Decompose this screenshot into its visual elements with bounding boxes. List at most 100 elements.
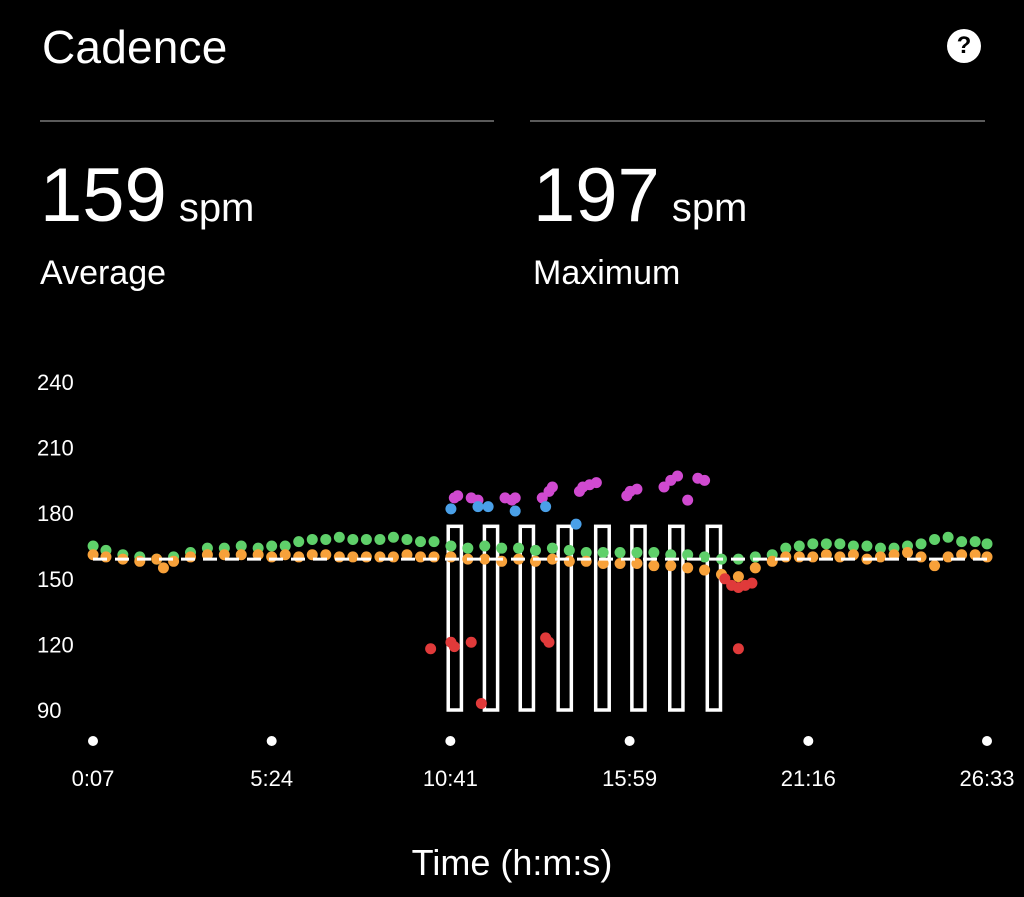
green-point [699,551,711,563]
orange-point [597,557,609,569]
orange-point [185,551,197,563]
green-point [266,540,278,552]
orange-point [333,551,345,563]
green-point [374,533,386,545]
orange-point [969,549,981,561]
green-point [861,540,873,552]
green-point [529,544,541,556]
x-tick-dot [266,736,277,746]
x-tick-label: 10:41 [423,766,478,791]
green-point [563,544,575,556]
blue-point [445,503,457,515]
orange-point [414,551,426,563]
green-point [942,531,954,543]
x-tick-label: 21:16 [781,766,836,791]
y-tick-label: 90 [37,698,61,723]
red-point [543,636,555,648]
purple-point [672,470,684,482]
green-point [428,536,440,548]
orange-point [749,562,761,574]
green-point [793,540,805,552]
orange-point [87,549,99,561]
orange-point [218,549,230,561]
orange-point [847,549,859,561]
orange-point [631,557,643,569]
green-point [333,531,345,543]
green-point [479,540,491,552]
orange-point [888,549,900,561]
blue-point [472,501,484,513]
green-point [235,540,247,552]
orange-point [151,553,163,565]
page-title: Cadence [42,21,228,73]
green-point [401,533,413,545]
green-point [834,538,846,550]
orange-point [981,551,993,563]
orange-point [360,551,372,563]
x-tick-dot [982,736,992,746]
purple-point [536,492,548,504]
red-point [732,643,744,655]
maximum-label: Maximum [533,254,681,292]
blue-point [570,518,582,530]
interval-bar [668,524,685,712]
green-point [847,540,859,552]
orange-point [134,555,146,567]
purple-point [546,481,558,493]
orange-point [252,549,264,561]
orange-point [874,551,886,563]
x-tick-label: 0:07 [72,766,115,791]
average-label: Average [40,254,167,292]
orange-point [580,555,592,567]
purple-point [658,481,670,493]
green-point [749,551,761,563]
purple-point [682,494,694,506]
red-point [425,643,437,655]
green-point [513,542,525,554]
blue-point [540,501,552,513]
y-tick-label: 120 [37,632,74,657]
orange-point [956,549,968,561]
orange-point [942,551,954,563]
y-tick-label: 240 [37,370,74,395]
green-point [306,533,318,545]
orange-point [834,551,846,563]
orange-point [915,551,927,563]
green-point [496,542,508,554]
orange-point [347,551,359,563]
maximum-unit: spm [671,186,748,230]
y-tick-label: 210 [37,436,74,461]
average-unit: spm [178,186,255,230]
orange-point [428,551,440,563]
green-point [87,540,99,552]
interval-bar [556,524,574,712]
green-point [445,540,457,552]
x-tick-dot [803,736,814,746]
blue-point [482,501,494,513]
red-point [465,636,477,648]
orange-point [100,551,112,563]
green-point [682,549,694,561]
x-tick-label: 5:24 [250,766,293,791]
orange-point [387,551,399,563]
green-point [387,531,399,543]
average-value: 159 [40,153,167,238]
help-icon[interactable]: ? [947,29,981,63]
red-point [746,577,758,589]
interval-bar [482,524,500,712]
purple-point [631,483,643,495]
interval-bar [446,524,464,712]
orange-point [699,564,711,576]
orange-point [529,555,541,567]
purple-point [509,492,521,504]
interval-bar [593,524,611,712]
red-point [719,573,731,585]
orange-point [374,551,386,563]
orange-point [401,549,413,561]
interval-bar [518,524,536,712]
orange-point [279,549,291,561]
green-point [293,536,305,548]
x-tick-dot [624,736,635,746]
x-tick-dot [88,736,98,746]
maximum-stat: 197 spm Maximum [533,158,747,293]
